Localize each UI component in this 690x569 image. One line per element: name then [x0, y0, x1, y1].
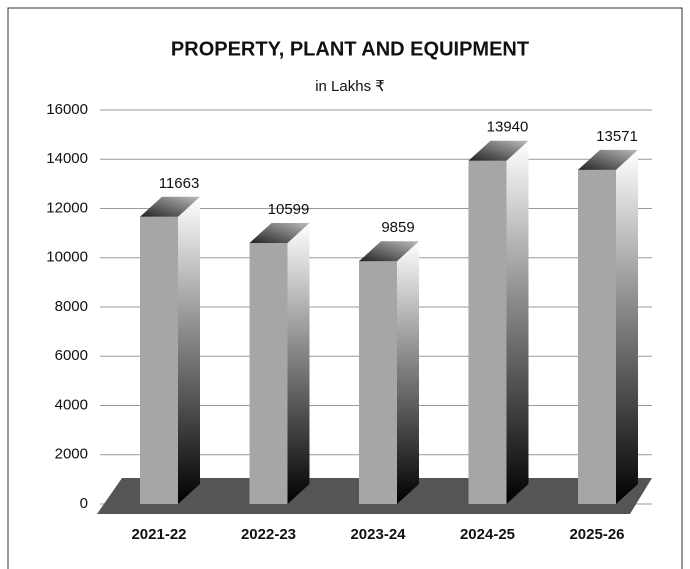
value-label: 10599 — [268, 201, 310, 218]
bar — [578, 149, 638, 504]
bar-front — [578, 169, 616, 504]
y-tick-label: 12000 — [46, 199, 88, 216]
bar — [468, 140, 529, 505]
x-tick-label: 2025-26 — [569, 526, 624, 543]
value-label: 13571 — [596, 128, 638, 145]
frame — [7, 7, 683, 569]
bar-front — [140, 216, 178, 504]
value-label: 13940 — [487, 119, 529, 136]
x-tick-label: 2021-22 — [131, 526, 186, 543]
bar — [140, 196, 200, 504]
bar-top — [468, 140, 529, 161]
chart-title: PROPERTY, PLANT AND EQUIPMENT — [171, 38, 529, 60]
value-label: 9859 — [381, 219, 414, 236]
bar — [249, 222, 310, 504]
x-tick-label: 2024-25 — [460, 526, 515, 543]
bar-side — [506, 140, 529, 505]
value-label: 11663 — [159, 175, 200, 192]
y-tick-label: 0 — [80, 495, 88, 512]
y-tick-label: 2000 — [55, 446, 88, 463]
y-tick-label: 4000 — [55, 396, 88, 413]
bar-top — [578, 149, 638, 170]
x-tick-label: 2022-23 — [241, 526, 296, 543]
bar-side — [616, 149, 638, 504]
chart-subtitle: in Lakhs ₹ — [315, 78, 385, 95]
bar-front — [359, 261, 397, 504]
bar-side — [397, 241, 419, 505]
bar-top — [140, 196, 200, 217]
x-tick-label: 2023-24 — [350, 526, 406, 543]
y-tick-label: 16000 — [46, 101, 88, 118]
bar-top — [359, 241, 419, 262]
grid: 0 2000 4000 6000 8000 10000 12000 14000 16000 — [46, 101, 652, 512]
y-tick-label: 14000 — [46, 150, 88, 167]
bar-front — [249, 242, 288, 504]
bars: 11663 2021-22 10599 2022-23 9859 2023-24 13940… — [131, 119, 638, 543]
bar-side — [178, 196, 200, 504]
bar-front — [468, 160, 507, 505]
y-tick-label: 6000 — [55, 347, 88, 364]
y-tick-label: 10000 — [46, 249, 88, 266]
bar-side — [287, 222, 310, 504]
bar-top — [249, 222, 310, 243]
bar — [359, 241, 419, 505]
y-tick-label: 8000 — [55, 298, 88, 315]
